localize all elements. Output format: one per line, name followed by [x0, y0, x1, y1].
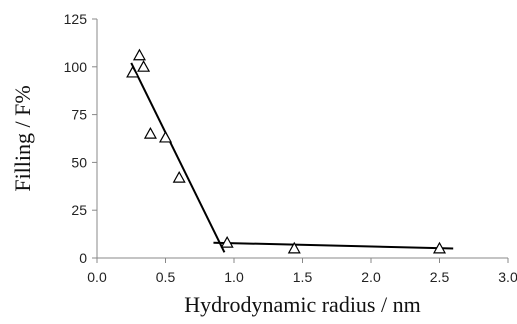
- y-axis-title: Filling / F%: [10, 85, 35, 191]
- data-point: [137, 60, 151, 72]
- x-tick-label: 2.0: [361, 269, 381, 285]
- x-tick-label: 3.0: [498, 269, 517, 285]
- x-axis-ticks: 0.0 0.5 1.0 1.5 2.0 2.5 3.0: [87, 258, 517, 285]
- trend-line: [130, 62, 226, 253]
- x-tick-label: 0.0: [87, 269, 107, 285]
- y-tick-label: 125: [64, 11, 88, 27]
- data-point: [143, 126, 157, 139]
- y-tick-label: 50: [71, 154, 87, 170]
- y-tick-label: 25: [71, 202, 87, 218]
- x-tick-label: 1.5: [293, 269, 313, 285]
- data-point: [132, 48, 146, 61]
- data-point: [172, 170, 186, 183]
- data-point: [432, 241, 447, 254]
- plot-area: 0 25 50 75 100 125 0.0 0.5 1.0 1.5 2.0 2.5 3.0: [64, 11, 517, 285]
- data-point: [158, 130, 173, 143]
- data-points: [126, 48, 447, 254]
- x-tick-label: 1.0: [224, 269, 244, 285]
- data-point: [220, 235, 234, 248]
- y-tick-label: 100: [64, 59, 88, 75]
- trend-lines: [130, 62, 454, 253]
- y-tick-label: 75: [71, 107, 87, 123]
- y-axis-ticks: 0 25 50 75 100 125: [64, 11, 97, 266]
- data-point: [287, 241, 301, 254]
- y-tick-label: 0: [79, 250, 87, 266]
- x-tick-label: 0.5: [156, 269, 176, 285]
- x-axis-title: Hydrodynamic radius / nm: [184, 292, 420, 317]
- trend-line: [213, 241, 454, 250]
- data-point: [126, 65, 140, 78]
- x-tick-label: 2.5: [430, 269, 450, 285]
